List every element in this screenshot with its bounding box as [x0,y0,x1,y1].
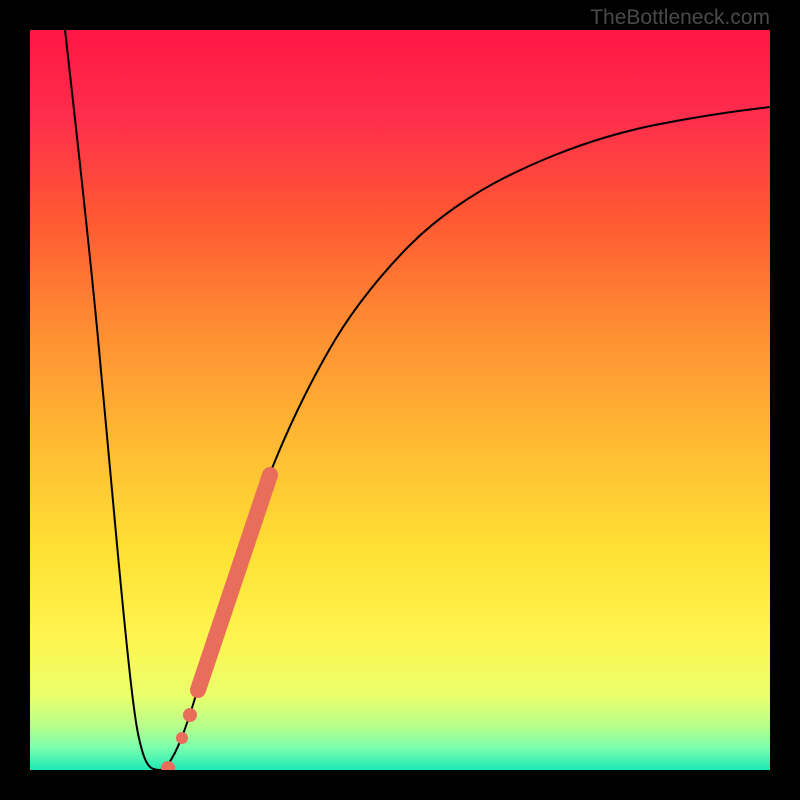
marker-dot [183,708,197,722]
marker-dot [161,761,175,770]
marker-dot [176,732,188,744]
marker-segment [198,475,270,690]
bottleneck-chart [30,30,770,770]
watermark-text: TheBottleneck.com [590,6,770,30]
bottleneck-curve [65,30,770,770]
marker-series [161,475,270,770]
chart-curve-layer [30,30,770,770]
